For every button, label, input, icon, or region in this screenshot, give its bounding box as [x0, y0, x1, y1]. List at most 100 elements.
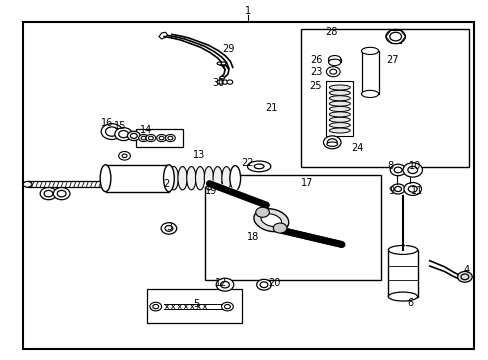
Circle shape	[226, 80, 232, 84]
Bar	[361, 51, 378, 94]
Circle shape	[390, 184, 404, 194]
Circle shape	[222, 80, 227, 84]
Ellipse shape	[329, 107, 349, 112]
Text: 4: 4	[463, 265, 469, 275]
Circle shape	[403, 183, 421, 195]
Circle shape	[389, 164, 405, 176]
Bar	[105, 165, 168, 192]
Text: 19: 19	[205, 186, 217, 197]
Text: 23: 23	[309, 67, 322, 77]
Ellipse shape	[163, 165, 174, 192]
Text: 10: 10	[408, 161, 421, 171]
Text: 5: 5	[193, 299, 199, 309]
Bar	[326, 81, 352, 136]
Circle shape	[255, 207, 269, 217]
Ellipse shape	[204, 167, 213, 190]
Circle shape	[273, 223, 286, 233]
Ellipse shape	[217, 62, 222, 65]
Circle shape	[457, 271, 471, 282]
Ellipse shape	[229, 166, 240, 191]
Bar	[205, 175, 380, 280]
Ellipse shape	[247, 161, 270, 172]
Ellipse shape	[222, 167, 231, 190]
Bar	[136, 130, 182, 147]
Ellipse shape	[329, 117, 349, 122]
Ellipse shape	[329, 96, 349, 101]
Ellipse shape	[219, 76, 224, 79]
Circle shape	[101, 124, 122, 139]
Ellipse shape	[261, 214, 281, 226]
Circle shape	[157, 134, 166, 141]
Bar	[300, 30, 468, 167]
Text: 26: 26	[309, 55, 322, 65]
Circle shape	[53, 188, 70, 200]
Ellipse shape	[186, 167, 196, 190]
Ellipse shape	[387, 246, 417, 255]
Circle shape	[161, 223, 176, 234]
Text: 13: 13	[193, 150, 205, 160]
Ellipse shape	[329, 128, 349, 133]
Ellipse shape	[221, 62, 225, 65]
Ellipse shape	[329, 112, 349, 117]
Circle shape	[44, 190, 53, 197]
Circle shape	[119, 152, 130, 160]
Ellipse shape	[329, 85, 349, 90]
Text: 14: 14	[140, 125, 152, 135]
Ellipse shape	[329, 90, 349, 95]
Circle shape	[40, 188, 57, 200]
Ellipse shape	[329, 123, 349, 128]
Circle shape	[217, 80, 223, 84]
Circle shape	[256, 279, 271, 290]
Text: 20: 20	[267, 278, 280, 288]
Ellipse shape	[361, 47, 378, 54]
Circle shape	[165, 134, 175, 141]
Circle shape	[323, 136, 340, 149]
Text: 1: 1	[245, 6, 251, 17]
Circle shape	[402, 163, 422, 177]
Bar	[147, 289, 242, 323]
Text: 16: 16	[101, 118, 113, 128]
Ellipse shape	[387, 292, 417, 301]
Circle shape	[115, 128, 132, 140]
Ellipse shape	[328, 55, 340, 62]
Ellipse shape	[169, 167, 178, 190]
Ellipse shape	[253, 209, 288, 231]
Text: 11: 11	[410, 186, 423, 197]
Text: 28: 28	[324, 27, 336, 37]
Text: 9: 9	[388, 186, 394, 197]
Circle shape	[385, 30, 405, 44]
Circle shape	[139, 134, 148, 141]
Text: 22: 22	[240, 158, 253, 168]
Ellipse shape	[328, 59, 340, 66]
Ellipse shape	[100, 165, 111, 192]
Circle shape	[127, 131, 140, 140]
Circle shape	[326, 67, 339, 77]
Circle shape	[57, 190, 66, 197]
Bar	[387, 250, 417, 297]
Text: 25: 25	[308, 81, 321, 91]
Text: 6: 6	[407, 298, 412, 308]
Text: 8: 8	[386, 161, 392, 171]
Text: 29: 29	[222, 44, 234, 54]
Text: 30: 30	[212, 78, 224, 88]
Text: 17: 17	[300, 178, 312, 188]
Ellipse shape	[329, 101, 349, 106]
Ellipse shape	[213, 167, 222, 190]
Text: 2: 2	[163, 179, 169, 189]
Ellipse shape	[195, 167, 204, 190]
Text: 27: 27	[385, 55, 398, 65]
Circle shape	[146, 134, 156, 141]
Ellipse shape	[326, 142, 337, 146]
Circle shape	[150, 302, 161, 311]
Text: 3: 3	[166, 222, 172, 231]
Text: 21: 21	[265, 103, 277, 113]
Circle shape	[221, 302, 233, 311]
Ellipse shape	[361, 90, 378, 98]
Text: 15: 15	[114, 121, 126, 131]
Text: 12: 12	[215, 278, 227, 288]
Text: 18: 18	[246, 232, 259, 242]
Ellipse shape	[23, 181, 32, 187]
Ellipse shape	[178, 167, 187, 190]
Circle shape	[216, 278, 233, 291]
Text: 24: 24	[350, 143, 363, 153]
